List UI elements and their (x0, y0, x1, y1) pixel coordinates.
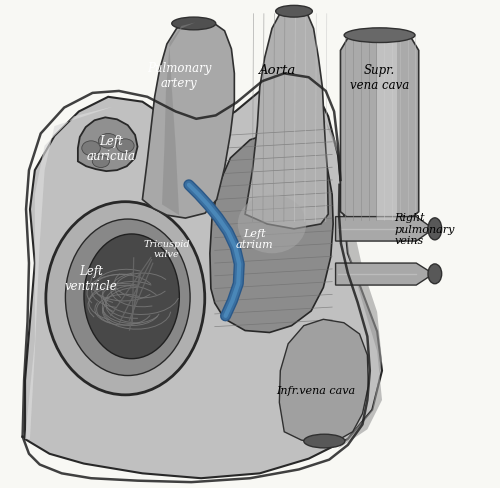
Text: Infr.vena cava: Infr.vena cava (276, 386, 355, 395)
Text: Left
auricula: Left auricula (86, 135, 135, 163)
Ellipse shape (428, 219, 442, 241)
Ellipse shape (116, 140, 134, 153)
Polygon shape (245, 10, 328, 229)
Polygon shape (280, 320, 368, 443)
Ellipse shape (276, 6, 312, 18)
Ellipse shape (238, 195, 306, 254)
Text: Left
atrium: Left atrium (236, 228, 274, 250)
Polygon shape (340, 34, 418, 224)
Text: Aorta: Aorta (258, 64, 296, 77)
Polygon shape (142, 20, 234, 219)
Polygon shape (25, 78, 382, 478)
Ellipse shape (98, 134, 118, 149)
Ellipse shape (304, 434, 345, 448)
Ellipse shape (46, 202, 205, 395)
Text: Pulmonary
artery: Pulmonary artery (147, 61, 212, 90)
Text: Left
ventricle: Left ventricle (64, 264, 118, 292)
Polygon shape (25, 107, 113, 439)
Ellipse shape (66, 220, 190, 376)
Text: Supr.
vena cava: Supr. vena cava (350, 64, 409, 92)
Text: Tricuspid
valve: Tricuspid valve (144, 239, 190, 259)
Ellipse shape (82, 142, 100, 156)
Polygon shape (78, 118, 138, 172)
Text: Right
pulmonary
veins: Right pulmonary veins (394, 213, 454, 246)
Polygon shape (377, 39, 396, 221)
Polygon shape (210, 133, 333, 333)
Polygon shape (162, 23, 195, 216)
Polygon shape (336, 264, 434, 285)
Polygon shape (324, 117, 382, 449)
Ellipse shape (344, 29, 415, 43)
Polygon shape (336, 217, 434, 242)
Ellipse shape (92, 156, 110, 168)
Polygon shape (25, 107, 113, 439)
Ellipse shape (428, 264, 442, 284)
Ellipse shape (172, 18, 216, 31)
Ellipse shape (84, 234, 180, 359)
